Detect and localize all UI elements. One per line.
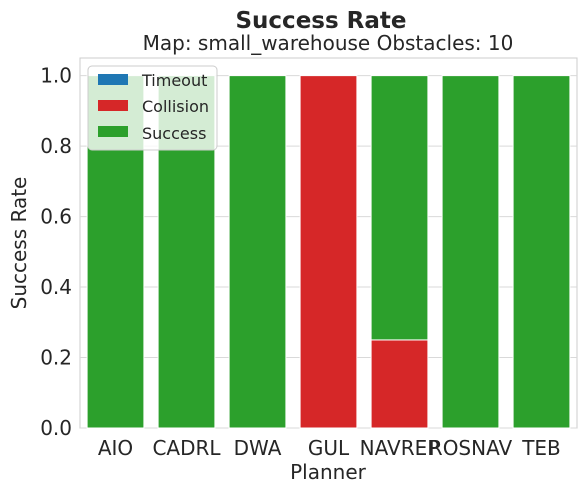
x-tick-label: AIO [98, 436, 133, 460]
legend-label-timeout: Timeout [141, 71, 207, 90]
legend: Timeout Collision Success [87, 65, 218, 151]
legend-swatch-success [98, 126, 128, 137]
x-axis-label: Planner [290, 460, 367, 484]
bar-collision-navrep [370, 339, 429, 429]
bar-success-teb [512, 75, 571, 429]
bar-success-rosnav [441, 75, 500, 429]
y-tick-labels: 0.0 0.2 0.4 0.6 0.8 1.0 [40, 64, 72, 440]
y-axis-label: Success Rate [7, 177, 31, 310]
y-tick-label: 0.8 [40, 134, 72, 158]
bar-success-dwa [228, 75, 287, 429]
y-tick-label: 0.2 [40, 346, 72, 370]
x-tick-label: ROSNAV [429, 436, 513, 460]
x-tick-label: DWA [234, 436, 282, 460]
legend-label-success: Success [142, 124, 206, 143]
y-tick-label: 0.4 [40, 275, 72, 299]
x-tick-label: TEB [521, 436, 561, 460]
y-tick-label: 0.6 [40, 205, 72, 229]
legend-swatch-collision [98, 100, 128, 111]
x-tick-label: NAVREP [360, 436, 440, 460]
x-tick-label: CADRL [152, 436, 221, 460]
legend-label-collision: Collision [142, 97, 209, 116]
legend-swatch-timeout [98, 74, 128, 85]
y-tick-label: 1.0 [40, 64, 72, 88]
bar-collision-gul [299, 75, 358, 429]
bar-success-navrep [370, 75, 429, 341]
y-tick-label: 0.0 [40, 416, 72, 440]
x-tick-label: GUL [308, 436, 350, 460]
chart-title: Success Rate [235, 8, 406, 34]
chart-subtitle: Map: small_warehouse Obstacles: 10 [143, 31, 514, 55]
